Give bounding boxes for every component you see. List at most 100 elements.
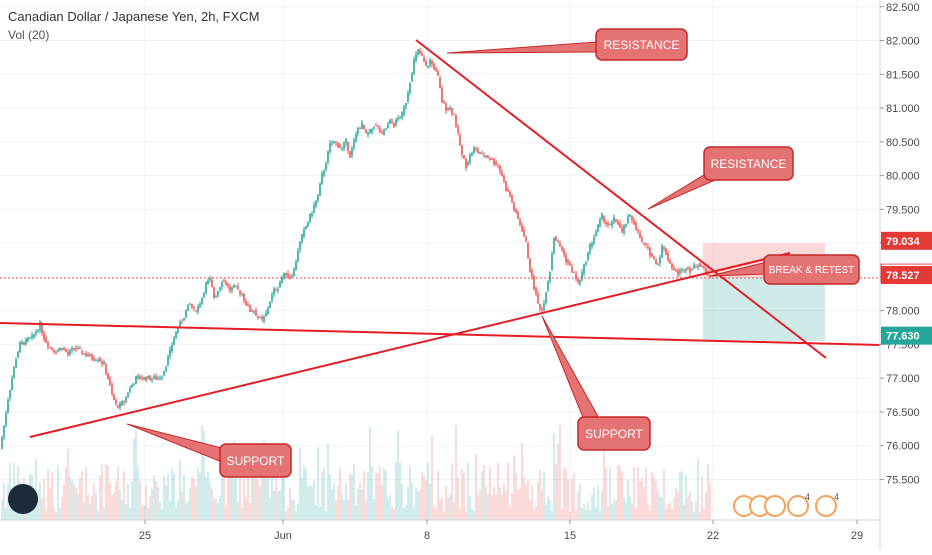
event-icon[interactable] <box>764 495 786 517</box>
volume-bar <box>75 486 77 520</box>
volume-bar <box>701 476 703 520</box>
candle-body <box>571 266 573 272</box>
volume-bar <box>115 481 117 520</box>
candle-body <box>145 377 147 381</box>
candle-body <box>671 263 673 269</box>
callout-break-retest[interactable] <box>763 254 860 285</box>
candle-body <box>677 270 679 276</box>
volume-bar <box>55 511 57 520</box>
volume-bar <box>505 490 507 520</box>
volume-bar <box>709 481 711 520</box>
volume-bar <box>563 468 565 520</box>
volume-bar <box>165 484 167 520</box>
volume-bar <box>651 471 653 520</box>
candle-body <box>175 332 177 338</box>
callouts[interactable]: RESISTANCE RESISTANCE BREAK & RETEST SUP… <box>126 28 860 478</box>
volume-bar <box>257 479 259 520</box>
price-axis[interactable]: 75.50076.00076.50077.00077.50078.00078.5… <box>879 0 932 550</box>
volume-bar <box>569 511 571 520</box>
volume-bar <box>531 484 533 520</box>
volume-bar <box>493 486 495 520</box>
time-axis[interactable]: 25 Jun 8 15 22 29 <box>0 519 880 542</box>
candle-body <box>551 254 553 271</box>
candle-body <box>129 387 131 392</box>
candle-body <box>579 279 581 284</box>
candle-body <box>373 126 375 129</box>
candle-body <box>239 290 241 295</box>
candle-body <box>389 119 391 124</box>
grid <box>0 0 880 520</box>
candle-body <box>421 53 423 56</box>
candle-body <box>1 437 3 450</box>
tradingview-logo-icon[interactable] <box>8 484 38 514</box>
callout-resistance-2[interactable] <box>703 146 794 181</box>
candle-body <box>163 370 165 375</box>
callout-support-2[interactable] <box>577 416 651 451</box>
support-trendline[interactable] <box>29 252 791 438</box>
volume-bar <box>187 500 189 520</box>
candle-body <box>185 309 187 318</box>
volume-bar <box>465 511 467 520</box>
candle-body <box>277 289 279 291</box>
resistance-trendline[interactable] <box>415 39 827 359</box>
volume-bar <box>273 491 275 520</box>
volume-bar <box>635 507 637 520</box>
candle-body <box>597 224 599 232</box>
candle-body <box>53 349 55 352</box>
volume-bar <box>549 500 551 520</box>
candle-body <box>83 353 85 355</box>
candle-body <box>69 350 71 355</box>
tick-label: 80.500 <box>886 137 920 149</box>
volume-bar <box>405 505 407 520</box>
volume-bar <box>607 505 609 520</box>
candle-body <box>173 338 175 346</box>
candle-body <box>493 159 495 165</box>
candle-body <box>137 376 139 379</box>
volume-bar <box>441 497 443 520</box>
callout-resistance-1[interactable] <box>595 28 688 61</box>
candle-body <box>305 226 307 230</box>
candle-body <box>327 151 329 163</box>
candle-body <box>199 303 201 308</box>
volume-bar <box>211 488 213 520</box>
volume-bar <box>183 474 185 520</box>
volume-bar <box>435 508 437 520</box>
candle-body <box>645 243 647 245</box>
volume-bar <box>247 473 249 520</box>
tick-label: 77.000 <box>886 373 920 385</box>
candle-body <box>707 273 709 276</box>
volume-bar <box>637 466 639 520</box>
callout-support-1-label: SUPPORT <box>227 454 285 468</box>
candle-body <box>255 310 257 316</box>
volume-bar <box>315 505 317 520</box>
candle-body <box>643 243 645 245</box>
volume-bar <box>157 487 159 520</box>
trend-lines[interactable] <box>0 39 881 438</box>
candle-body <box>517 212 519 219</box>
candle-body <box>333 140 335 144</box>
candle-body <box>609 224 611 226</box>
tick-label: 15 <box>564 530 576 542</box>
candle-body <box>341 147 343 149</box>
candle-body <box>433 63 435 70</box>
volume-bar <box>47 469 49 520</box>
horizontal-support-line[interactable] <box>0 322 881 346</box>
event-badges[interactable]: 4 4 <box>733 492 839 517</box>
candle-body <box>529 258 531 272</box>
volume-bar <box>443 511 445 520</box>
candle-body <box>553 237 555 255</box>
callout-support-1[interactable] <box>219 443 292 478</box>
candle-body <box>151 378 153 381</box>
event-icon[interactable] <box>815 495 837 517</box>
event-icon[interactable] <box>787 495 809 517</box>
candle-body <box>103 362 105 364</box>
candle-body <box>489 158 491 160</box>
volume-bar <box>59 508 61 520</box>
candle-body <box>269 301 271 309</box>
candle-body <box>13 367 15 379</box>
volume-bar <box>461 469 463 520</box>
candles <box>1 47 711 450</box>
candle-body <box>251 310 253 312</box>
